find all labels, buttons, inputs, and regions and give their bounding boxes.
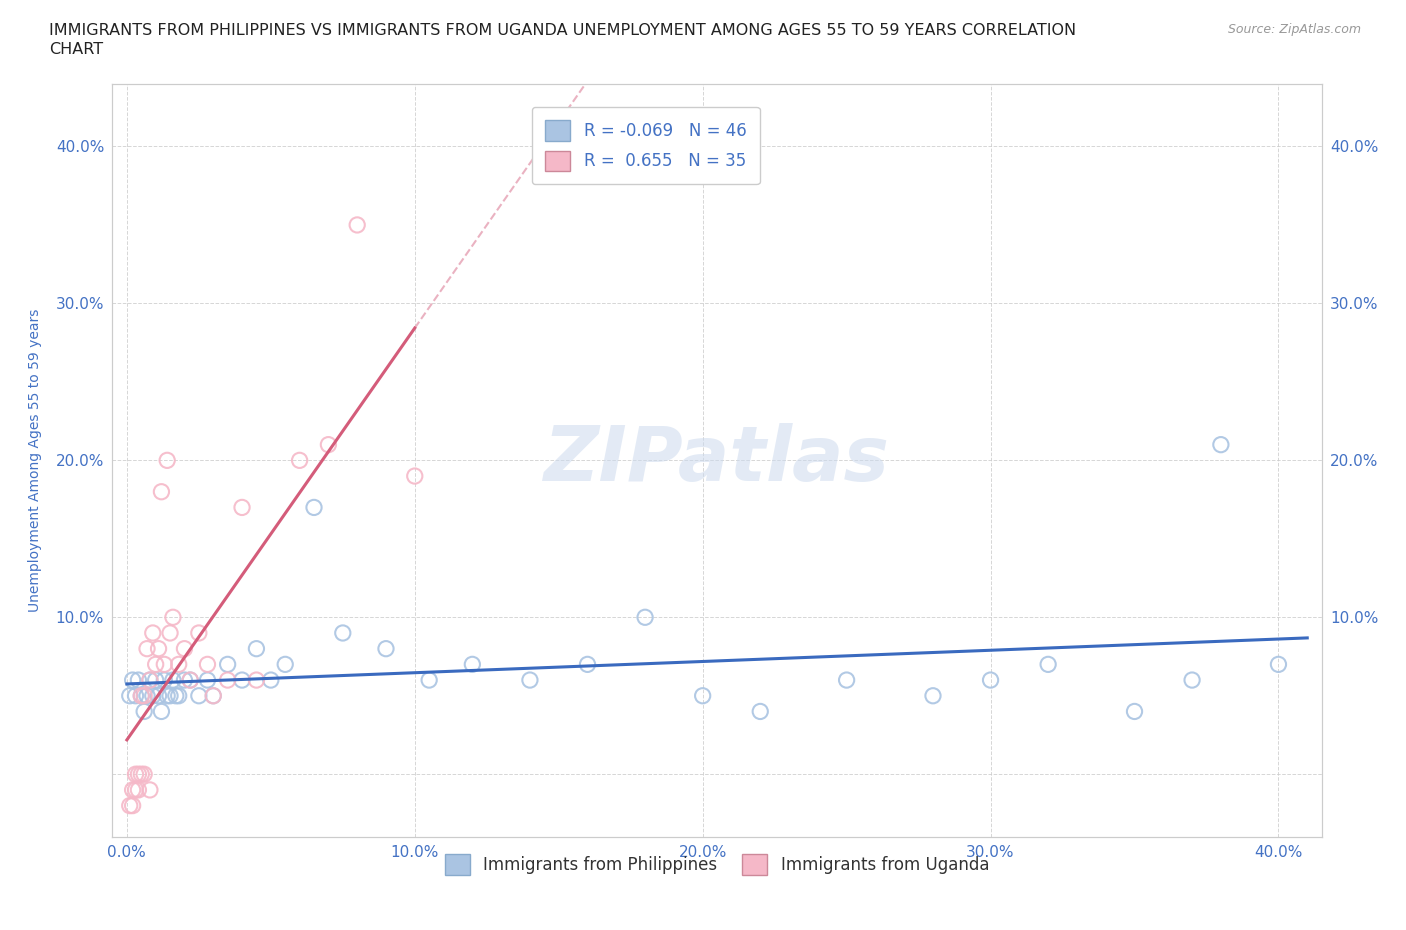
Point: [121, 798, 143, 813]
Point: [142, 688, 165, 703]
Point: [159, 688, 181, 703]
Point: [148, 688, 170, 703]
Point: [139, 782, 162, 797]
Point: [231, 672, 253, 687]
Point: [136, 642, 159, 657]
Point: [1209, 437, 1232, 452]
Point: [148, 642, 170, 657]
Point: [187, 626, 209, 641]
Point: [1123, 704, 1146, 719]
Point: [187, 688, 209, 703]
Point: [139, 672, 162, 687]
Point: [922, 688, 945, 703]
Point: [1036, 657, 1059, 671]
Point: [179, 672, 201, 687]
Point: [156, 688, 179, 703]
Y-axis label: Unemployment Among Ages 55 to 59 years: Unemployment Among Ages 55 to 59 years: [28, 309, 42, 612]
Point: [231, 500, 253, 515]
Point: [150, 485, 173, 499]
Text: IMMIGRANTS FROM PHILIPPINES VS IMMIGRANTS FROM UGANDA UNEMPLOYMENT AMONG AGES 55: IMMIGRANTS FROM PHILIPPINES VS IMMIGRANT…: [49, 23, 1077, 38]
Point: [197, 672, 219, 687]
Point: [134, 766, 156, 781]
Point: [145, 657, 167, 671]
Point: [980, 672, 1002, 687]
Point: [156, 453, 179, 468]
Point: [1181, 672, 1204, 687]
Point: [150, 704, 173, 719]
Point: [139, 672, 162, 687]
Point: [576, 657, 599, 671]
Point: [134, 688, 156, 703]
Point: [1267, 657, 1289, 671]
Point: [121, 782, 143, 797]
Point: [136, 688, 159, 703]
Point: [217, 657, 239, 671]
Point: [124, 782, 146, 797]
Point: [346, 218, 368, 232]
Point: [835, 672, 858, 687]
Point: [142, 626, 165, 641]
Point: [332, 626, 354, 641]
Point: [197, 657, 219, 671]
Point: [127, 672, 149, 687]
Point: [153, 672, 176, 687]
Point: [260, 672, 283, 687]
Point: [124, 688, 146, 703]
Text: ZIPatlas: ZIPatlas: [544, 423, 890, 498]
Point: [121, 672, 143, 687]
Point: [118, 688, 141, 703]
Point: [202, 688, 225, 703]
Point: [153, 657, 176, 671]
Point: [162, 672, 184, 687]
Point: [127, 766, 149, 781]
Point: [127, 782, 149, 797]
Point: [173, 642, 195, 657]
Point: [749, 704, 772, 719]
Point: [245, 672, 267, 687]
Point: [165, 688, 187, 703]
Point: [404, 469, 426, 484]
Point: [167, 688, 190, 703]
Point: [375, 642, 398, 657]
Point: [124, 766, 146, 781]
Point: [134, 704, 156, 719]
Point: [167, 657, 190, 671]
Point: [245, 642, 267, 657]
Point: [202, 688, 225, 703]
Point: [145, 672, 167, 687]
Point: [519, 672, 541, 687]
Point: [179, 672, 201, 687]
Point: [173, 672, 195, 687]
Point: [461, 657, 484, 671]
Point: [302, 500, 325, 515]
Point: [129, 766, 152, 781]
Point: [418, 672, 440, 687]
Text: Source: ZipAtlas.com: Source: ZipAtlas.com: [1227, 23, 1361, 36]
Point: [318, 437, 340, 452]
Point: [162, 610, 184, 625]
Point: [288, 453, 311, 468]
Point: [159, 626, 181, 641]
Point: [634, 610, 657, 625]
Point: [129, 688, 152, 703]
Point: [217, 672, 239, 687]
Point: [118, 798, 141, 813]
Text: CHART: CHART: [49, 42, 103, 57]
Point: [692, 688, 714, 703]
Point: [129, 688, 152, 703]
Legend: Immigrants from Philippines, Immigrants from Uganda: Immigrants from Philippines, Immigrants …: [439, 848, 995, 882]
Point: [274, 657, 297, 671]
